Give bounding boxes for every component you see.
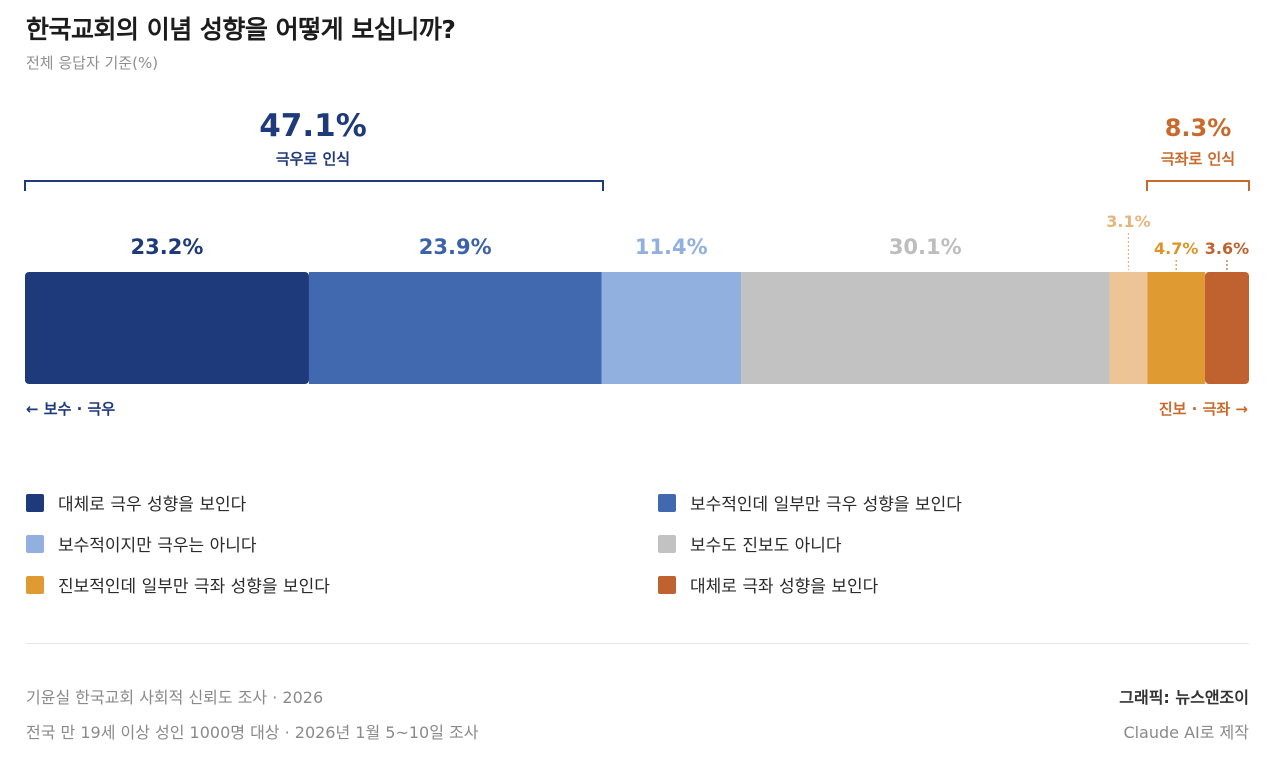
bar-value-label: 23.2% [131,235,204,259]
bar-value-label: 3.1% [1106,212,1150,231]
stacked-bar-chart: 23.2% 23.9% 11.4% 30.1% 3.1%4.7% 3.6% [25,212,1249,384]
chart-subtitle: 전체 응답자 기준(%) [26,54,159,72]
legend-item: 보수적인데 일부만 극우 성향을 보인다 [658,490,1256,515]
legend-swatch [658,493,676,512]
legend-label: 보수도 진보도 아니다 [690,536,842,556]
right-wing-bracket [24,180,604,191]
conservative-axis-label: ← 보수 · 극우 [26,400,116,418]
legend-label: 대체로 극좌 성향을 보인다 [690,577,879,597]
right-wing-total-label: 극우로 인식 [275,150,351,168]
bar-segment [308,272,602,384]
source-note: 기윤실 한국교회 사회적 신뢰도 조사 · 2026 [26,688,324,707]
left-wing-bracket [1146,180,1250,191]
bar-segment [1204,272,1249,384]
legend-swatch [658,575,676,594]
bar-value-label: 23.9% [419,235,492,259]
legend: 대체로 극우 성향을 보인다 보수적인데 일부만 극우 성향을 보인다 보수적이… [26,490,1256,597]
method-note: 전국 만 19세 이상 성인 1000명 대상 · 2026년 1월 5~10일… [26,723,479,742]
legend-swatch [658,534,676,553]
bar-segment [601,272,742,384]
legend-label: 진보적인데 일부만 극좌 성향을 보인다 [58,577,330,597]
legend-swatch [26,575,44,594]
legend-swatch [26,534,44,553]
left-wing-total-value: 8.3% [1164,114,1232,142]
legend-item: 대체로 극우 성향을 보인다 [26,490,658,515]
legend-label: 대체로 극우 성향을 보인다 [58,495,247,515]
footer-divider [26,643,1249,644]
bar-value-label: 30.1% [889,235,962,259]
legend-label: 보수적이지만 극우는 아니다 [58,536,257,556]
right-wing-total-value: 47.1% [259,108,367,144]
bar-segment [25,272,309,384]
bar-value-label: 11.4% [635,235,708,259]
legend-label: 보수적인데 일부만 극우 성향을 보인다 [690,495,962,515]
bar-value-label: 4.7% [1154,239,1198,258]
chart-title: 한국교회의 이념 성향을 어떻게 보십니까? [26,15,456,44]
progressive-axis-label: 진보 · 극좌 → [1158,400,1248,418]
bar-segment [1147,272,1205,384]
bar-value-label: 3.6% [1205,239,1249,258]
graphic-credit: 그래픽: 뉴스앤조이 [1119,688,1249,707]
legend-item: 대체로 극좌 성향을 보인다 [658,572,1256,597]
made-with-note: Claude AI로 제작 [1123,723,1249,742]
left-wing-total-label: 극좌로 인식 [1160,150,1236,168]
legend-item: 보수도 진보도 아니다 [658,531,1256,556]
legend-item: 보수적이지만 극우는 아니다 [26,531,658,556]
bar-segment [741,272,1110,384]
bar-segment [1109,272,1148,384]
legend-swatch [26,493,44,512]
legend-item: 진보적인데 일부만 극좌 성향을 보인다 [26,572,658,597]
